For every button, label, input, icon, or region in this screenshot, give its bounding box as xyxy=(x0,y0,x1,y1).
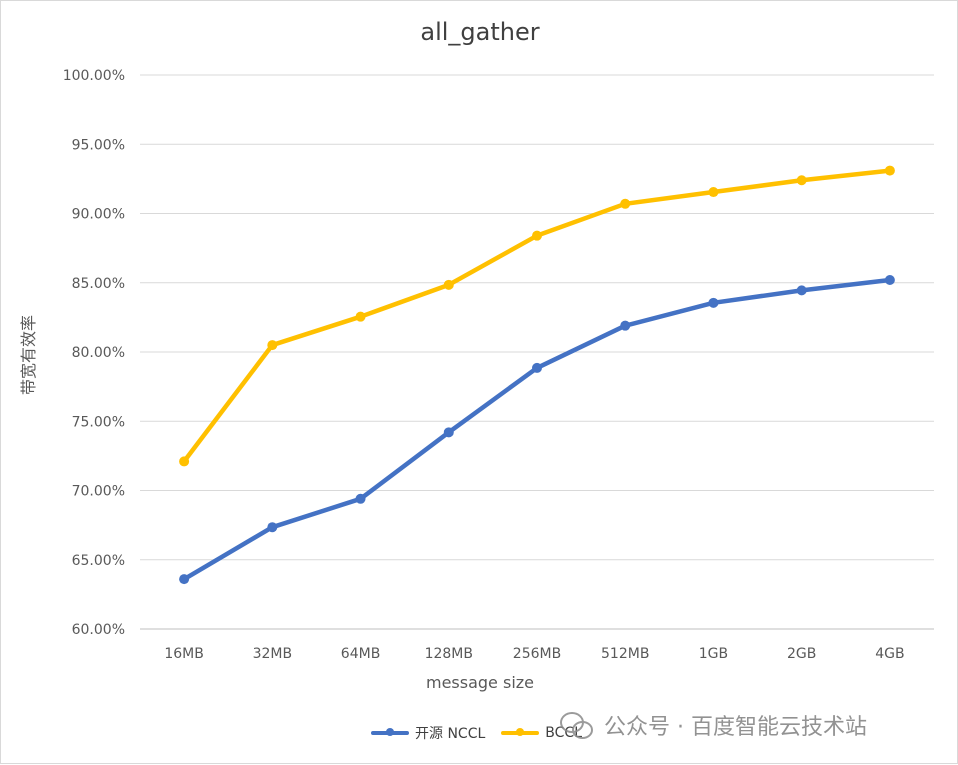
series-0-point xyxy=(620,320,631,331)
series-1-point xyxy=(179,456,190,467)
y-axis-title: 带宽有效率 xyxy=(19,315,38,396)
watermark: 公众号 · 百度智能云技术站 xyxy=(558,709,867,741)
chart-title: all_gather xyxy=(420,18,540,46)
legend-swatch-nccl xyxy=(371,728,409,736)
y-tick-label: 60.00% xyxy=(72,622,125,638)
wechat-icon xyxy=(558,710,596,740)
series-0-point xyxy=(884,274,895,285)
chart-legend: 开源 NCCL BCCL xyxy=(371,723,582,743)
x-tick-label: 4GB xyxy=(875,646,904,662)
y-tick-label: 80.00% xyxy=(72,345,125,361)
series-1-point xyxy=(708,187,719,198)
y-tick-label: 75.00% xyxy=(72,414,125,430)
x-tick-label: 512MB xyxy=(601,646,649,662)
x-tick-label: 16MB xyxy=(164,646,204,662)
series-1-point xyxy=(443,279,454,290)
series-line-0 xyxy=(181,277,893,582)
watermark-text: 公众号 · 百度智能云技术站 xyxy=(604,715,867,740)
legend-label-nccl: 开源 NCCL xyxy=(415,726,486,742)
series-0-point xyxy=(796,285,807,296)
series-1-point xyxy=(796,175,807,186)
series-1-point xyxy=(267,340,278,351)
x-tick-label: 64MB xyxy=(341,646,381,662)
y-tick-label: 70.00% xyxy=(72,484,125,500)
x-tick-label: 32MB xyxy=(253,646,293,662)
y-tick-label: 65.00% xyxy=(72,553,125,569)
y-tick-label: 90.00% xyxy=(72,207,125,223)
x-tick-label: 1GB xyxy=(699,646,728,662)
x-tick-label: 256MB xyxy=(513,646,561,662)
y-tick-label: 95.00% xyxy=(72,137,125,153)
series-0-point xyxy=(267,522,278,533)
series-0-point xyxy=(708,297,719,308)
x-tick-label: 2GB xyxy=(787,646,816,662)
series-0-point xyxy=(532,362,542,373)
series-1-point xyxy=(884,165,895,176)
x-axis-title: message size xyxy=(425,673,534,692)
y-tick-label: 85.00% xyxy=(72,276,125,292)
series-0-point xyxy=(179,574,190,585)
series-line-1 xyxy=(181,168,893,464)
x-tick-label: 128MB xyxy=(425,646,473,662)
series-1-point xyxy=(532,230,542,241)
series-0-point xyxy=(443,427,454,438)
legend-item-nccl: 开源 NCCL xyxy=(371,723,485,743)
series-0-point xyxy=(355,493,366,504)
series-1-point xyxy=(620,198,631,209)
y-tick-label: 100.00% xyxy=(63,68,125,84)
series-1-point xyxy=(355,311,366,322)
legend-swatch-bccl xyxy=(501,728,540,736)
